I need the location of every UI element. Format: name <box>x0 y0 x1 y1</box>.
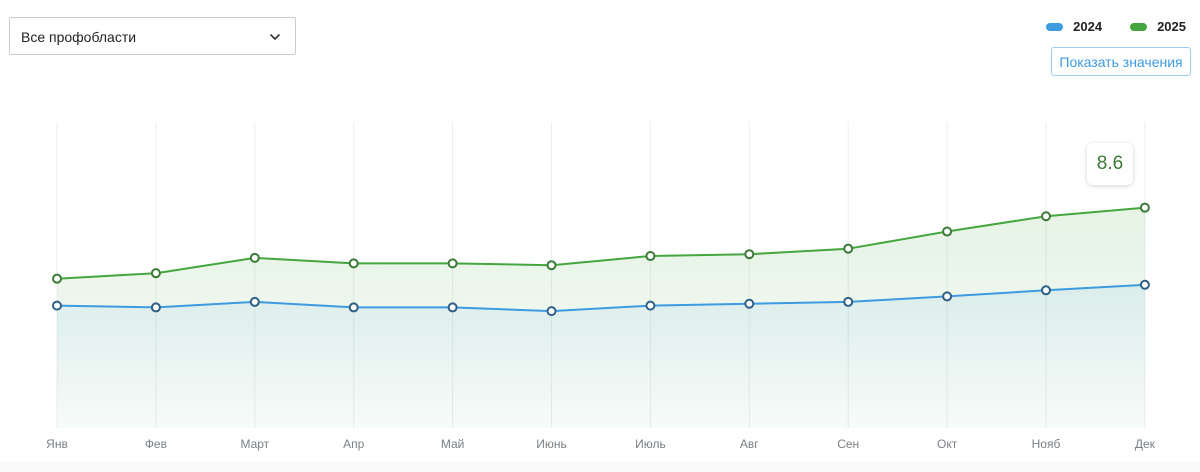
point-2025-3[interactable] <box>348 258 359 269</box>
point-2024-11[interactable] <box>1139 279 1150 290</box>
x-tick-label: Дек <box>1135 437 1156 451</box>
series-lines <box>56 206 1145 313</box>
show-values-button[interactable]: Показать значения <box>1051 47 1191 76</box>
point-2024-6[interactable] <box>645 300 656 311</box>
legend: 2024 2025 <box>1046 19 1186 34</box>
value-tooltip: 8.6 <box>1087 143 1133 185</box>
point-2025-6[interactable] <box>645 251 656 262</box>
legend-item-2025[interactable]: 2025 <box>1130 19 1186 34</box>
x-tick-label: Март <box>240 437 269 451</box>
point-2025-4[interactable] <box>447 258 458 269</box>
bottom-divider <box>0 462 1200 472</box>
legend-swatch-2024 <box>1046 22 1064 31</box>
line-2025 <box>56 206 1145 280</box>
series-areas <box>57 207 1145 428</box>
point-2024-9[interactable] <box>942 291 953 302</box>
profarea-filter-value: Все профобласти <box>21 29 137 45</box>
x-tick-label: Фев <box>145 437 167 451</box>
x-tick-label: Окт <box>937 437 958 451</box>
line-2024 <box>56 283 1145 313</box>
point-2024-0[interactable] <box>52 300 62 311</box>
x-tick-label: Авг <box>740 437 759 451</box>
point-2024-1[interactable] <box>150 302 161 313</box>
series-points <box>52 202 1150 317</box>
x-tick-label: Май <box>441 437 465 451</box>
point-2024-3[interactable] <box>348 302 359 313</box>
point-2024-2[interactable] <box>249 296 260 307</box>
x-axis-tick-labels: Янв Фев Март Апр Май Июнь Июль Авг Сен Окт Нояб Дек <box>46 437 1156 451</box>
point-2025-9[interactable] <box>942 226 953 237</box>
x-tick-label: Янв <box>46 437 68 451</box>
point-2024-8[interactable] <box>843 296 854 307</box>
point-2024-10[interactable] <box>1041 285 1051 296</box>
legend-swatch-2025 <box>1130 22 1148 31</box>
point-2025-10[interactable] <box>1041 211 1051 222</box>
point-2025-11[interactable] <box>1139 202 1150 213</box>
area-2024 <box>57 284 1145 428</box>
legend-item-2024[interactable]: 2024 <box>1046 19 1102 34</box>
x-tick-label: Апр <box>343 437 365 451</box>
legend-label-2025: 2025 <box>1157 19 1186 34</box>
point-2025-1[interactable] <box>150 268 161 279</box>
point-2025-8[interactable] <box>843 243 854 254</box>
point-2025-2[interactable] <box>249 252 260 263</box>
tooltip-value: 8.6 <box>1096 153 1124 174</box>
point-2025-5[interactable] <box>546 260 557 271</box>
x-tick-label: Сен <box>837 437 859 451</box>
legend-label-2024: 2024 <box>1073 19 1103 34</box>
chevron-down-icon <box>269 30 281 42</box>
profarea-filter-select[interactable]: Все профобласти <box>9 17 296 55</box>
x-tick-label: Июнь <box>536 437 567 451</box>
point-2024-5[interactable] <box>546 306 557 317</box>
point-2025-7[interactable] <box>744 249 755 260</box>
x-tick-label: Нояб <box>1032 437 1061 451</box>
point-2024-7[interactable] <box>744 298 755 309</box>
point-2025-0[interactable] <box>52 273 62 284</box>
x-tick-label: Июль <box>635 437 666 451</box>
point-2024-4[interactable] <box>447 302 458 313</box>
